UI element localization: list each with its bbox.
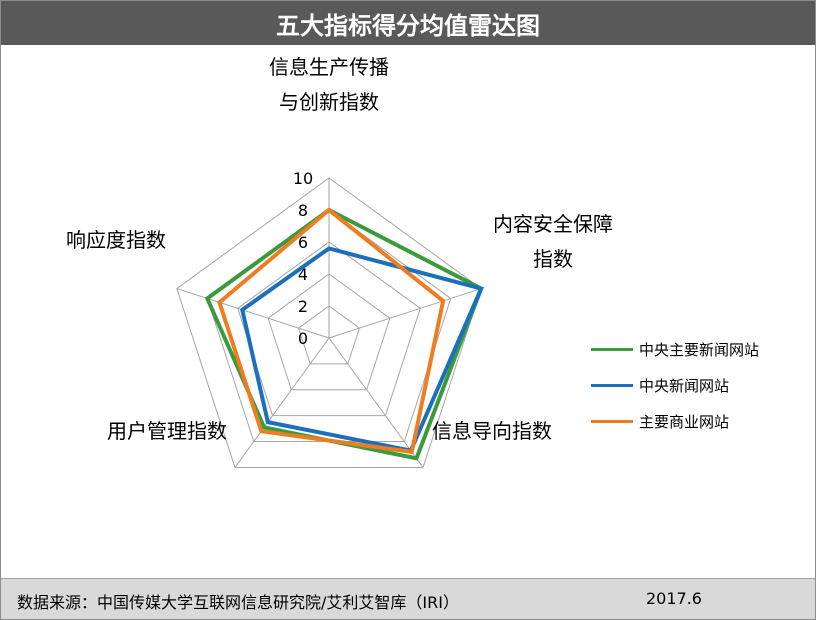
date-text: 2017.6 (646, 589, 702, 608)
footer-bar: 数据来源：中国传媒大学互联网信息研究院/艾利艾智库（IRI） 2017.6 (1, 578, 815, 619)
legend-swatch (591, 383, 633, 387)
tick-label: 2 (298, 297, 308, 316)
axis-spoke (234, 337, 330, 468)
legend-item: 主要商业网站 (591, 403, 759, 439)
tick-label: 6 (298, 233, 308, 252)
grid-ring (267, 273, 391, 391)
series-line (240, 246, 484, 453)
legend-swatch (591, 347, 633, 351)
tick-label: 8 (298, 201, 308, 220)
legend-label: 主要商业网站 (639, 412, 730, 431)
tick-label: 10 (293, 169, 313, 188)
grid-ring (176, 177, 482, 468)
axis-label: 信息导向指数 (432, 419, 552, 443)
chart-title: 五大指标得分均值雷达图 (1, 1, 815, 45)
axis-label: 用户管理指数 (107, 419, 227, 443)
legend-swatch (591, 419, 633, 423)
legend-item: 中央新闻网站 (591, 367, 759, 403)
tick-label: 0 (298, 329, 308, 348)
series-line (217, 207, 446, 455)
axis-spoke (176, 288, 330, 339)
grid-ring (237, 241, 421, 417)
data-source-text: 数据来源：中国传媒大学互联网信息研究院/艾利艾智库（IRI） (17, 593, 459, 612)
axis-label: 响应度指数 (66, 228, 166, 252)
axis-spoke (328, 337, 424, 468)
tick-label: 4 (298, 265, 308, 284)
axis-spoke (328, 288, 482, 339)
chart-legend: 中央主要新闻网站 中央新闻网站 主要商业网站 (591, 331, 759, 439)
axis-label: 内容安全保障指数 (493, 212, 613, 271)
legend-label: 中央主要新闻网站 (639, 340, 760, 359)
legend-item: 中央主要新闻网站 (591, 331, 759, 367)
grid-ring (297, 305, 361, 365)
legend-label: 中央新闻网站 (639, 376, 730, 395)
axis-label: 信息生产传播与创新指数 (269, 55, 389, 114)
